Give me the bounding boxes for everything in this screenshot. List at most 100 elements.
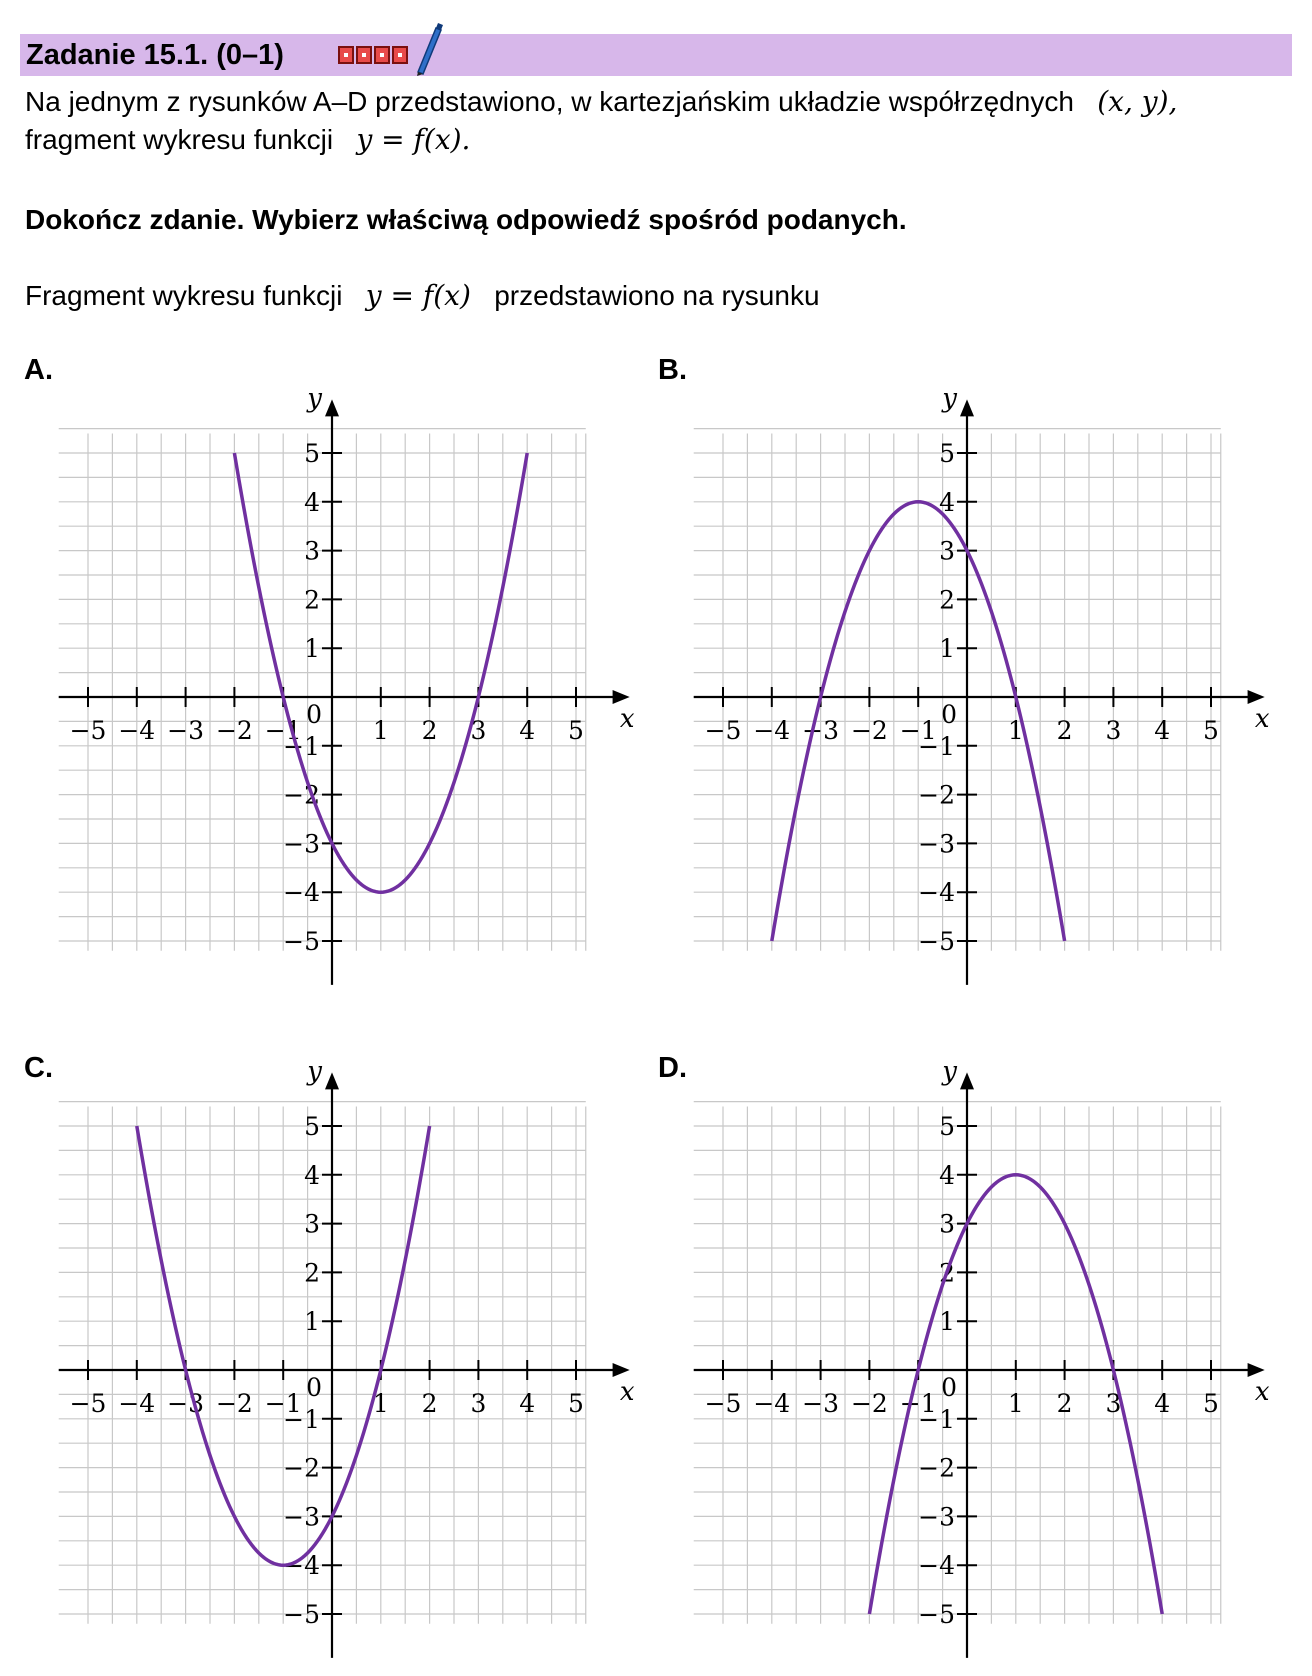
intro-math: y = f(x).: [356, 123, 471, 156]
y-axis-arrow: [960, 1072, 974, 1090]
y-tick-label: −3: [283, 1502, 320, 1531]
x-tick-label: −3: [167, 716, 204, 745]
y-axis-arrow: [325, 399, 339, 417]
y-tick-label: −4: [283, 878, 320, 907]
function-curve: [135, 1125, 432, 1567]
y-tick-label: −5: [918, 927, 955, 956]
checkbox-marks-icon: [338, 46, 410, 64]
x-tick-label: 2: [1057, 1389, 1073, 1418]
y-tick-label: 3: [939, 1210, 955, 1239]
x-tick-label: −3: [802, 1389, 839, 1418]
y-tick-label: 1: [304, 634, 320, 663]
x-tick-label: 2: [1057, 716, 1073, 745]
mark-box: [356, 46, 372, 64]
y-tick-label: −2: [283, 1454, 320, 1483]
y-tick-label: 3: [304, 537, 320, 566]
x-tick-label: −4: [753, 1389, 790, 1418]
intro-text: Na jednym z rysunków A–D przedstawiono, …: [25, 86, 1074, 117]
pen-icon: [417, 23, 443, 76]
question-text: Fragment wykresu funkcji: [25, 280, 343, 311]
x-tick-label: 4: [1154, 1389, 1170, 1418]
y-tick-label: 4: [304, 488, 320, 517]
option-a-label[interactable]: A.: [24, 354, 53, 386]
x-axis-label: x: [620, 1377, 635, 1407]
question-line: Fragment wykresu funkcji y = f(x) przeds…: [25, 274, 820, 318]
x-tick-label: 1: [373, 1389, 389, 1418]
y-tick-label: 2: [939, 585, 955, 614]
y-tick-label: −1: [918, 1405, 955, 1434]
x-tick-label: −4: [118, 716, 155, 745]
x-tick-label: 1: [1008, 716, 1024, 745]
y-tick-label: −1: [283, 1405, 320, 1434]
y-axis-label: y: [306, 1057, 322, 1087]
x-tick-label: 5: [568, 1389, 584, 1418]
y-tick-label: 5: [304, 1112, 320, 1141]
y-tick-label: 3: [939, 537, 955, 566]
y-tick-label: 4: [939, 1161, 955, 1190]
task-title: Zadanie 15.1. (0–1): [26, 39, 284, 71]
x-tick-label: −5: [70, 1389, 107, 1418]
y-tick-label: 5: [304, 439, 320, 468]
x-axis-arrow: [1247, 690, 1265, 704]
x-tick-label: −2: [216, 716, 253, 745]
y-tick-label: 5: [939, 1112, 955, 1141]
mark-box: [374, 46, 390, 64]
y-tick-label: −5: [283, 927, 320, 956]
x-tick-label: 5: [1203, 716, 1219, 745]
x-tick-label: −5: [705, 1389, 742, 1418]
y-tick-label: 2: [304, 585, 320, 614]
x-tick-label: 2: [422, 716, 438, 745]
intro-line-1: Na jednym z rysunków A–D przedstawiono, …: [25, 80, 1177, 124]
y-tick-label: −3: [918, 1502, 955, 1531]
intro-line-2: fragment wykresu funkcji y = f(x).: [25, 118, 470, 162]
x-axis-arrow: [1247, 1363, 1265, 1377]
y-axis-arrow: [960, 399, 974, 417]
x-tick-label: 5: [568, 716, 584, 745]
x-tick-label: −2: [216, 1389, 253, 1418]
origin-label: 0: [306, 1373, 322, 1402]
task-header: Zadanie 15.1. (0–1): [20, 23, 1292, 76]
x-tick-label: 1: [373, 716, 389, 745]
x-tick-label: 3: [470, 1389, 486, 1418]
y-tick-label: 4: [939, 488, 955, 517]
y-axis-arrow: [325, 1072, 339, 1090]
y-axis-label: y: [941, 384, 957, 414]
x-tick-label: 2: [422, 1389, 438, 1418]
x-tick-label: −1: [265, 1389, 302, 1418]
x-tick-label: −1: [900, 1389, 937, 1418]
y-axis-label: y: [306, 384, 322, 414]
y-tick-label: 1: [939, 1307, 955, 1336]
x-axis-arrow: [612, 690, 630, 704]
x-tick-label: −5: [70, 716, 107, 745]
y-tick-label: 1: [939, 634, 955, 663]
x-tick-label: 3: [1105, 1389, 1121, 1418]
x-tick-label: −3: [802, 716, 839, 745]
y-tick-label: −5: [283, 1600, 320, 1629]
option-d-label[interactable]: D.: [658, 1052, 687, 1084]
x-tick-label: 4: [1154, 716, 1170, 745]
y-tick-label: −5: [918, 1600, 955, 1629]
y-tick-label: −3: [918, 829, 955, 858]
x-tick-label: 4: [519, 1389, 535, 1418]
y-tick-label: 5: [939, 439, 955, 468]
x-tick-label: −4: [753, 716, 790, 745]
option-c-label[interactable]: C.: [24, 1052, 53, 1084]
x-tick-label: 1: [1008, 1389, 1024, 1418]
x-axis-label: x: [1255, 704, 1270, 734]
y-axis-label: y: [941, 1057, 957, 1087]
x-tick-label: −5: [705, 716, 742, 745]
y-tick-label: −4: [918, 878, 955, 907]
x-tick-label: 3: [1105, 716, 1121, 745]
y-tick-label: 2: [304, 1258, 320, 1287]
option-b-label[interactable]: B.: [658, 354, 687, 386]
y-tick-label: 4: [304, 1161, 320, 1190]
mark-box: [338, 46, 354, 64]
x-tick-label: 5: [1203, 1389, 1219, 1418]
x-tick-label: −4: [118, 1389, 155, 1418]
x-tick-label: −2: [851, 716, 888, 745]
y-tick-label: 3: [304, 1210, 320, 1239]
